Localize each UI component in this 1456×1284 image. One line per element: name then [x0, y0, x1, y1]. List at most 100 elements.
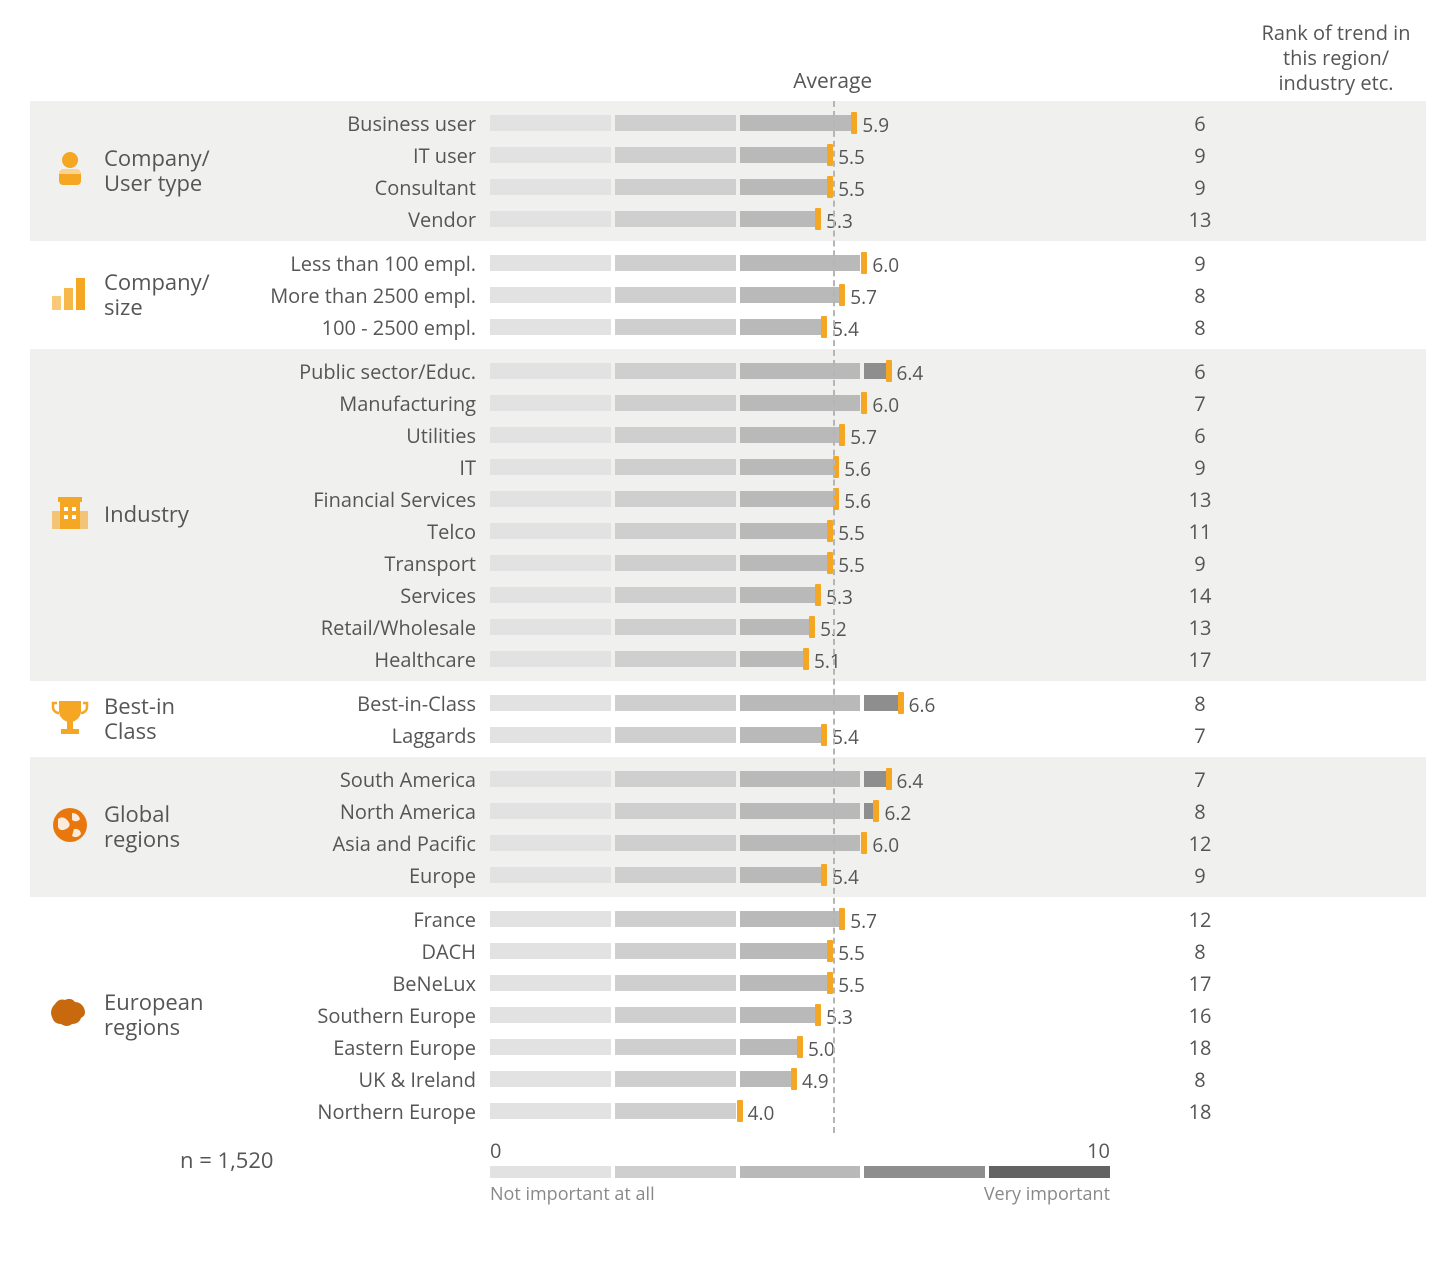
bar-zone: 5.6	[490, 451, 1110, 483]
bar-zone: 5.9	[490, 107, 1110, 139]
value-label: 5.6	[844, 456, 871, 482]
row-label: South America	[190, 766, 490, 793]
rank-value: 13	[1110, 206, 1290, 233]
bar-zone: 6.2	[490, 795, 1110, 827]
value-marker	[821, 864, 827, 886]
row-label: IT user	[190, 142, 490, 169]
value-marker	[821, 316, 827, 338]
value-label: 5.5	[838, 940, 865, 966]
group-label: Globalregions	[30, 757, 190, 897]
value-label: 6.0	[872, 392, 899, 418]
bar-zone: 5.3	[490, 203, 1110, 235]
data-row: South America6.47	[190, 763, 1426, 795]
rank-value: 9	[1110, 174, 1290, 201]
rank-value: 9	[1110, 550, 1290, 577]
bar-zone: 5.4	[490, 311, 1110, 343]
building-icon	[48, 493, 92, 538]
rank-value: 7	[1110, 390, 1290, 417]
data-row: Vendor 5.3 13	[190, 203, 1426, 235]
group-label: Company/User type	[30, 101, 190, 241]
bar-zone: 5.5	[490, 967, 1110, 999]
rank-value: 6	[1110, 358, 1290, 385]
row-label: Best-in-Class	[190, 690, 490, 717]
data-row: Telco5.511	[190, 515, 1426, 547]
row-label: Laggards	[190, 722, 490, 749]
row-label: Less than 100 empl.	[190, 250, 490, 277]
bar-zone: 5.4	[490, 859, 1110, 891]
row-label: Asia and Pacific	[190, 830, 490, 857]
rank-header: Rank of trend in this region/ industry e…	[1246, 20, 1426, 95]
value-label: 6.6	[909, 692, 936, 718]
value-marker	[815, 208, 821, 230]
bar-zone: 5.2	[490, 611, 1110, 643]
value-marker	[797, 1036, 803, 1058]
row-label: Transport	[190, 550, 490, 577]
bar-zone: 5.3	[490, 579, 1110, 611]
bar-zone: 6.4	[490, 355, 1110, 387]
row-label: Northern Europe	[190, 1098, 490, 1125]
value-marker	[815, 584, 821, 606]
data-row: Asia and Pacific6.012	[190, 827, 1426, 859]
bar-zone: 5.5	[490, 935, 1110, 967]
data-row: Laggards 5.4 7	[190, 719, 1426, 751]
data-row: Europe 5.4 9	[190, 859, 1426, 891]
row-label: France	[190, 906, 490, 933]
group-title: Best-inClass	[104, 694, 175, 745]
row-label: Financial Services	[190, 486, 490, 513]
value-label: 5.7	[850, 424, 877, 450]
bar-zone: 5.7	[490, 903, 1110, 935]
rank-value: 16	[1110, 1002, 1290, 1029]
value-marker	[861, 832, 867, 854]
data-row: Healthcare5.117	[190, 643, 1426, 675]
value-label: 4.9	[802, 1068, 829, 1094]
scale: 0 10 Not important at all Very important	[490, 1137, 1110, 1206]
value-label: 5.5	[838, 972, 865, 998]
data-row: BeNeLux5.517	[190, 967, 1426, 999]
value-label: 5.5	[838, 520, 865, 546]
rank-value: 17	[1110, 970, 1290, 997]
row-label: Utilities	[190, 422, 490, 449]
group-title: Europeanregions	[104, 990, 203, 1041]
data-row: Less than 100 empl.6.09	[190, 247, 1426, 279]
rank-value: 9	[1110, 454, 1290, 481]
row-label: Vendor	[190, 206, 490, 233]
europe-icon	[48, 994, 92, 1037]
value-label: 5.4	[832, 864, 859, 890]
group-industry: IndustryPublic sector/Educ.6.46Manufactu…	[30, 349, 1426, 681]
scale-left-text: Not important at all	[490, 1182, 655, 1206]
group-company-size: Company/sizeLess than 100 empl.6.09More …	[30, 241, 1426, 349]
scale-bar	[490, 1166, 1110, 1178]
bar-zone: 5.0	[490, 1031, 1110, 1063]
data-row: 100 - 2500 empl.5.48	[190, 311, 1426, 343]
rank-value: 14	[1110, 582, 1290, 609]
group-global-regions: GlobalregionsSouth America6.47North Amer…	[30, 757, 1426, 897]
value-label: 6.4	[897, 768, 924, 794]
group-label: Company/size	[30, 241, 190, 349]
bar-zone: 6.0	[490, 827, 1110, 859]
scale-min: 0	[490, 1137, 501, 1164]
data-row: Public sector/Educ.6.46	[190, 355, 1426, 387]
average-header: Average	[793, 67, 872, 95]
group-title: Globalregions	[104, 802, 180, 853]
value-marker	[737, 1100, 743, 1122]
row-label: IT	[190, 454, 490, 481]
row-label: UK & Ireland	[190, 1066, 490, 1093]
rank-value: 7	[1110, 722, 1290, 749]
value-label: 5.3	[826, 208, 853, 234]
data-row: Utilities 5.7 6	[190, 419, 1426, 451]
group-best-in-class: Best-inClassBest-in-Class6.68Laggards5.4…	[30, 681, 1426, 757]
value-label: 5.4	[832, 724, 859, 750]
rank-value: 6	[1110, 422, 1290, 449]
rank-value: 11	[1110, 518, 1290, 545]
row-label: Consultant	[190, 174, 490, 201]
group-label: Best-inClass	[30, 681, 190, 757]
rank-value: 9	[1110, 862, 1290, 889]
value-marker	[873, 800, 879, 822]
row-label: Europe	[190, 862, 490, 889]
bar-zone: 4.9	[490, 1063, 1110, 1095]
row-label: Southern Europe	[190, 1002, 490, 1029]
group-title: Industry	[104, 502, 189, 527]
data-row: Retail/Wholesale5.213	[190, 611, 1426, 643]
data-row: Business user5.96	[190, 107, 1426, 139]
person-icon	[48, 149, 92, 194]
